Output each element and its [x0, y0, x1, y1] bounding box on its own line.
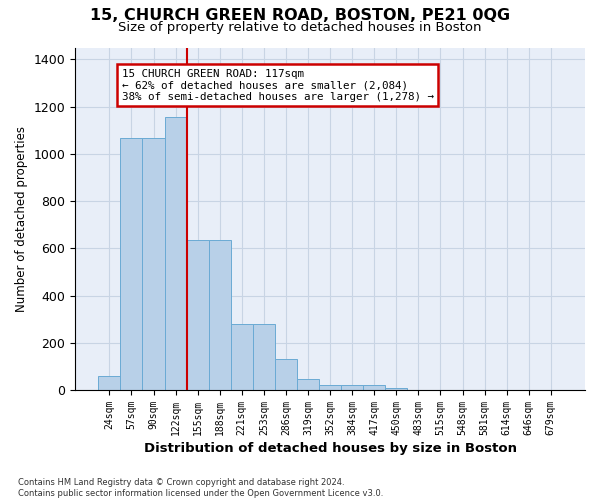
- Bar: [341, 386, 363, 390]
- Bar: [98, 376, 121, 390]
- Bar: [142, 138, 164, 390]
- Bar: [363, 386, 385, 390]
- Text: 15, CHURCH GREEN ROAD, BOSTON, PE21 0QG: 15, CHURCH GREEN ROAD, BOSTON, PE21 0QG: [90, 8, 510, 22]
- Text: 15 CHURCH GREEN ROAD: 117sqm
← 62% of detached houses are smaller (2,084)
38% of: 15 CHURCH GREEN ROAD: 117sqm ← 62% of de…: [122, 69, 434, 102]
- X-axis label: Distribution of detached houses by size in Boston: Distribution of detached houses by size …: [143, 442, 517, 455]
- Bar: [275, 360, 297, 390]
- Bar: [121, 138, 142, 390]
- Bar: [319, 386, 341, 390]
- Bar: [385, 388, 407, 390]
- Bar: [187, 240, 209, 390]
- Y-axis label: Number of detached properties: Number of detached properties: [15, 126, 28, 312]
- Bar: [164, 117, 187, 390]
- Bar: [253, 324, 275, 390]
- Bar: [209, 240, 231, 390]
- Text: Contains HM Land Registry data © Crown copyright and database right 2024.
Contai: Contains HM Land Registry data © Crown c…: [18, 478, 383, 498]
- Bar: [297, 380, 319, 390]
- Text: Size of property relative to detached houses in Boston: Size of property relative to detached ho…: [118, 21, 482, 34]
- Bar: [231, 324, 253, 390]
